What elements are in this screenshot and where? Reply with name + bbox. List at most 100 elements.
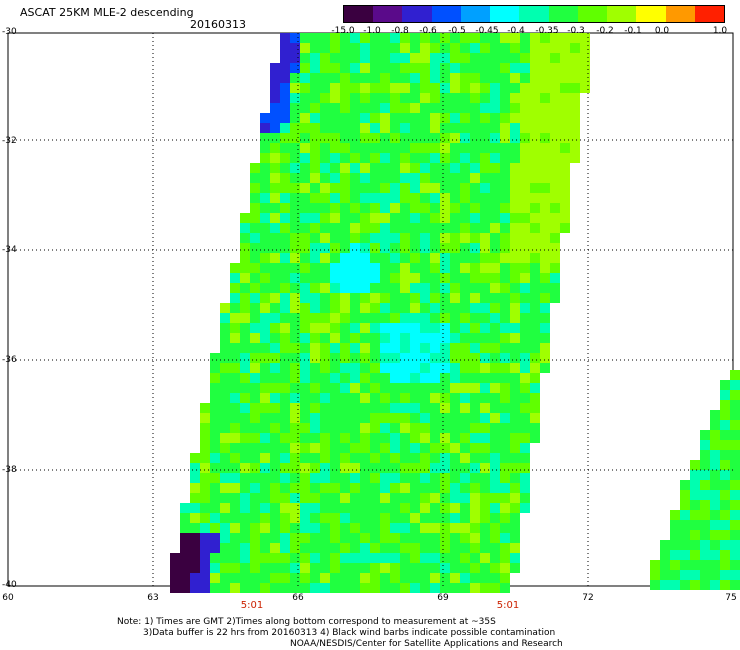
swath-cell	[450, 293, 460, 303]
swath-cell	[210, 463, 220, 473]
swath-cell	[490, 323, 500, 333]
swath-cell	[370, 73, 380, 83]
swath-cell	[490, 553, 500, 563]
swath-cell	[730, 550, 740, 560]
swath-cell	[450, 383, 460, 393]
swath-cell	[350, 493, 360, 503]
swath-cell	[220, 423, 230, 433]
swath-cell	[700, 510, 710, 520]
swath-cell	[290, 573, 300, 583]
swath-cell	[450, 53, 460, 63]
swath-cell	[450, 553, 460, 563]
swath-cell	[490, 183, 500, 193]
swath-cell	[490, 413, 500, 423]
swath-cell	[270, 293, 280, 303]
swath-cell	[370, 313, 380, 323]
swath-cell	[290, 223, 300, 233]
swath-cell	[390, 33, 400, 43]
swath-cell	[470, 353, 480, 363]
swath-cell	[430, 363, 440, 373]
swath-cell	[430, 53, 440, 63]
swath-cell	[340, 423, 350, 433]
swath-cell	[410, 583, 420, 593]
swath-cell	[360, 393, 370, 403]
swath-cell	[560, 73, 570, 83]
swath-cell	[270, 513, 280, 523]
swath-cell	[260, 123, 270, 133]
swath-cell	[730, 480, 740, 490]
swath-cell	[510, 403, 520, 413]
swath-cell	[260, 473, 270, 483]
swath-cell	[270, 553, 280, 563]
swath-cell	[230, 373, 240, 383]
swath-cell	[300, 343, 310, 353]
swath-cell	[450, 133, 460, 143]
swath-cell	[350, 253, 360, 263]
swath-cell	[500, 183, 510, 193]
swath-cell	[510, 203, 520, 213]
swath-cell	[450, 103, 460, 113]
swath-cell	[220, 343, 230, 353]
swath-cell	[440, 273, 450, 283]
swath-cell	[320, 273, 330, 283]
swath-cell	[230, 273, 240, 283]
swath-cell	[430, 283, 440, 293]
swath-cell	[710, 580, 720, 590]
swath-cell	[300, 583, 310, 593]
swath-cell	[540, 163, 550, 173]
swath-cell	[250, 213, 260, 223]
swath-cell	[530, 253, 540, 263]
swath-cell	[240, 493, 250, 503]
swath-cell	[190, 463, 200, 473]
swath-cell	[260, 563, 270, 573]
swath-cell	[380, 73, 390, 83]
swath-cell	[350, 443, 360, 453]
swath-cell	[720, 510, 730, 520]
swath-cell	[440, 413, 450, 423]
swath-cell	[400, 43, 410, 53]
swath-cell	[340, 573, 350, 583]
swath-cell	[420, 183, 430, 193]
swath-cell	[370, 143, 380, 153]
swath-cell	[500, 353, 510, 363]
swath-cell	[310, 103, 320, 113]
swath-cell	[470, 163, 480, 173]
swath-cell	[410, 483, 420, 493]
swath-cell	[730, 440, 740, 450]
swath-cell	[270, 173, 280, 183]
swath-cell	[380, 53, 390, 63]
swath-cell	[330, 253, 340, 263]
swath-cell	[690, 570, 700, 580]
swath-cell	[400, 63, 410, 73]
swath-cell	[260, 463, 270, 473]
swath-cell	[380, 523, 390, 533]
swath-cell	[280, 153, 290, 163]
swath-cell	[400, 473, 410, 483]
swath-cell	[330, 333, 340, 343]
swath-cell	[400, 583, 410, 593]
swath-cell	[450, 163, 460, 173]
swath-cell	[380, 283, 390, 293]
swath-cell	[350, 293, 360, 303]
swath-cell	[450, 233, 460, 243]
swath-cell	[410, 553, 420, 563]
swath-cell	[250, 443, 260, 453]
swath-cell	[330, 543, 340, 553]
swath-cell	[280, 43, 290, 53]
swath-cell	[340, 133, 350, 143]
swath-cell	[500, 33, 510, 43]
swath-cell	[290, 583, 300, 593]
lon-label: 60	[2, 593, 14, 603]
swath-cell	[260, 273, 270, 283]
swath-cell	[220, 443, 230, 453]
swath-cell	[660, 550, 670, 560]
swath-cell	[450, 83, 460, 93]
swath-cell	[500, 473, 510, 483]
swath-cell	[410, 223, 420, 233]
swath-cell	[270, 443, 280, 453]
swath-cell	[340, 413, 350, 423]
swath-cell	[650, 560, 660, 570]
swath-cell	[440, 193, 450, 203]
swath-cell	[320, 373, 330, 383]
swath-cell	[500, 483, 510, 493]
